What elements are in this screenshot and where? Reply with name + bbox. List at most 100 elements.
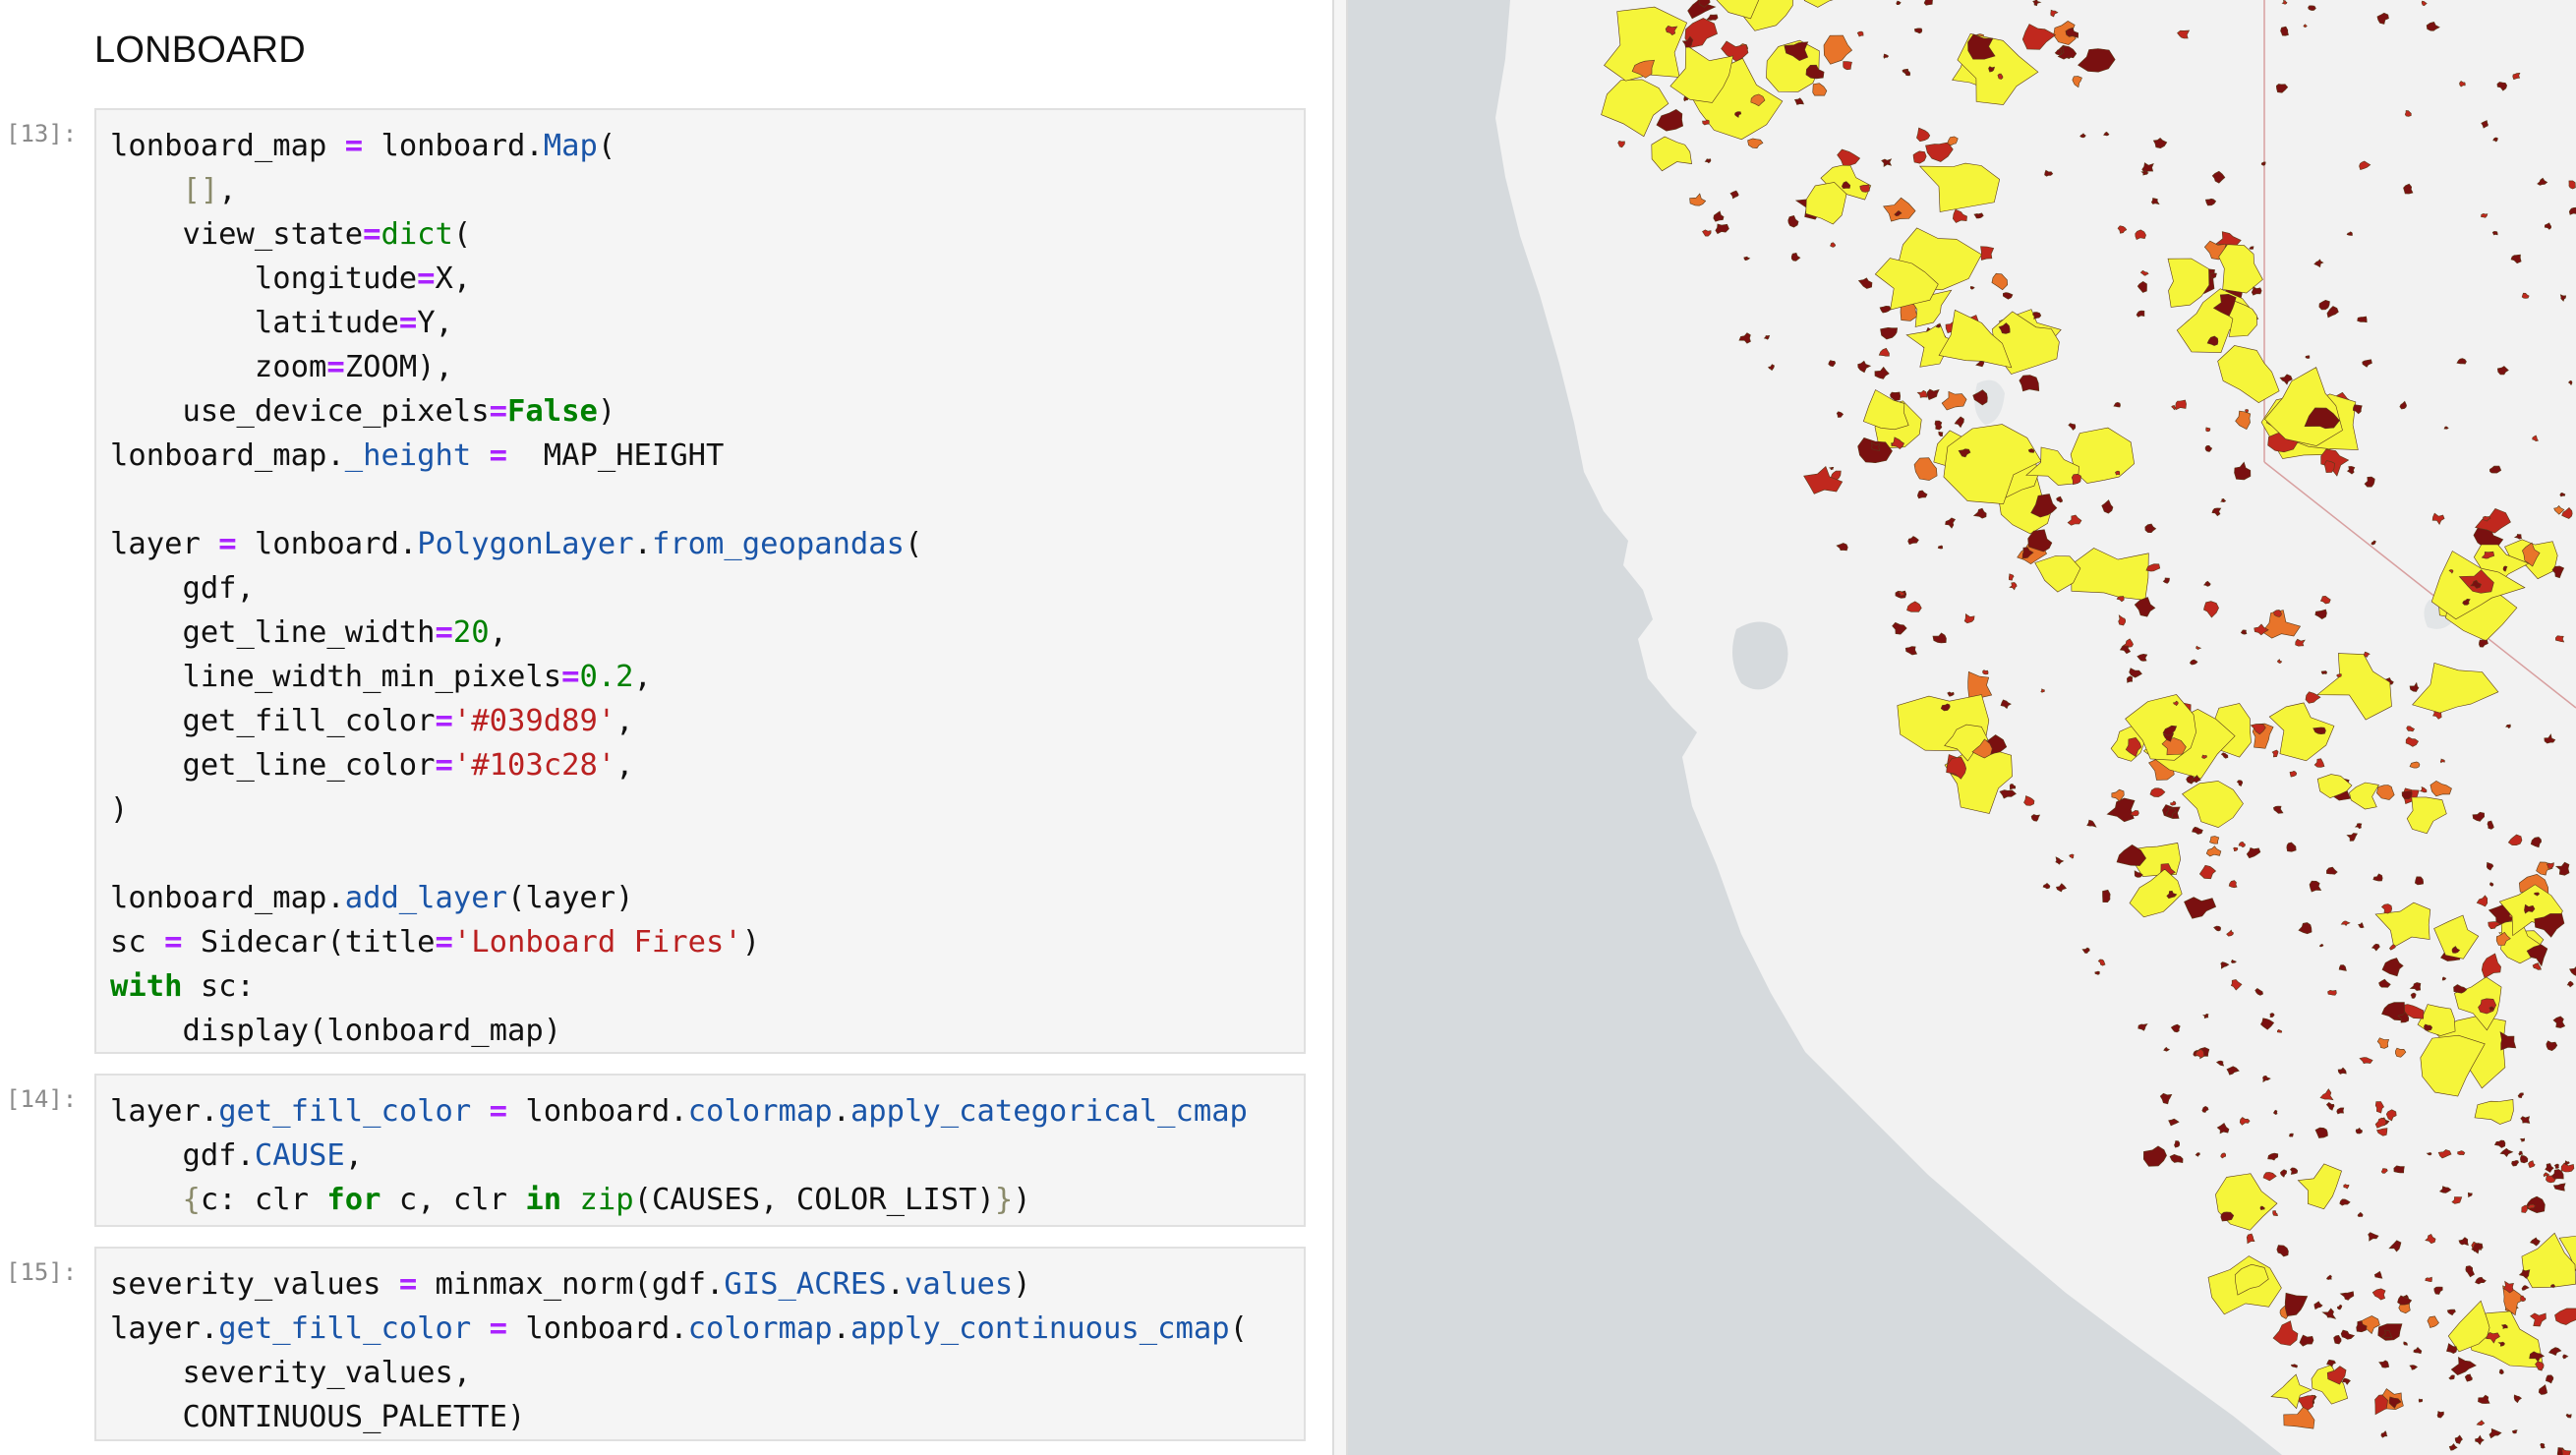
fire-polygon [2491, 231, 2498, 236]
fire-polygon [2419, 786, 2428, 793]
fire-polygon [1980, 246, 1995, 261]
sidecar-divider[interactable] [1332, 0, 1348, 1455]
fire-polygon [2521, 1285, 2530, 1291]
fire-polygon [2259, 1205, 2265, 1211]
fire-polygon [2481, 212, 2488, 218]
fire-polygon [2313, 758, 2325, 768]
fire-polygon [1923, 0, 1933, 6]
fire-polygon [2027, 529, 2053, 553]
fire-polygon [2116, 844, 2146, 866]
code-token: get_line_width [110, 615, 436, 650]
code-token: = [435, 748, 453, 783]
fire-polygon [2430, 780, 2452, 797]
fire-polygon [2126, 675, 2134, 683]
fire-polygon [1892, 621, 1907, 635]
code-line [110, 478, 1304, 522]
fire-polygon [2030, 814, 2041, 822]
fire-polygon [2230, 979, 2243, 991]
code-cell-14[interactable]: layer.get_fill_color = lonboard.colormap… [94, 1074, 1306, 1227]
code-editor[interactable]: layer.get_fill_color = lonboard.colormap… [96, 1076, 1304, 1222]
code-editor[interactable]: severity_values = minmax_norm(gdf.GIS_AC… [96, 1249, 1304, 1439]
fire-polygon [2376, 12, 2389, 25]
fire-polygon [2454, 1434, 2463, 1444]
fire-polygon [2170, 800, 2177, 806]
fire-polygon [2488, 921, 2501, 930]
fire-polygon [2260, 1018, 2275, 1030]
code-token: sc: [182, 969, 255, 1004]
map-canvas[interactable] [1348, 0, 2576, 1455]
fire-polygon [2397, 1295, 2413, 1306]
fire-polygon [2447, 1300, 2490, 1353]
fire-polygon [2451, 1196, 2463, 1204]
fire-polygon [2475, 508, 2511, 534]
fire-polygon [2381, 1329, 2393, 1339]
fire-polygon [2027, 448, 2035, 453]
code-token: = [435, 704, 453, 738]
code-token: gdf. [110, 1138, 255, 1173]
code-token: = [489, 1311, 508, 1346]
fire-polygon [2169, 1153, 2184, 1164]
code-cell-13[interactable]: lonboard_map = lonboard.Map( [], view_st… [94, 108, 1306, 1054]
code-line: lonboard_map = lonboard.Map( [110, 124, 1304, 168]
code-token: layer [110, 527, 219, 561]
fire-polygon [2453, 984, 2468, 994]
fire-polygon [2279, 374, 2293, 385]
fire-polygon [2032, 312, 2042, 320]
code-token: lonboard. [236, 527, 418, 561]
code-token: , [615, 704, 634, 738]
fire-polygon [2228, 880, 2238, 889]
code-editor[interactable]: lonboard_map = lonboard.Map( [], view_st… [96, 110, 1304, 1052]
code-token: = [326, 350, 345, 384]
fire-polygon [2534, 892, 2541, 897]
fire-polygon [2371, 943, 2380, 952]
fire-polygon [2424, 1023, 2433, 1031]
code-cell-15[interactable]: severity_values = minmax_norm(gdf.GIS_AC… [94, 1247, 1306, 1441]
code-token: ( [452, 217, 472, 252]
fire-polygon [2376, 785, 2395, 800]
fire-polygon [2457, 1150, 2466, 1156]
fire-polygon [1934, 420, 1943, 431]
fire-polygon [2251, 286, 2262, 296]
fire-polygon [2289, 1167, 2299, 1175]
fire-polygon [1862, 389, 1909, 431]
code-token: use_device_pixels [110, 394, 490, 429]
fire-polygon [2276, 1028, 2283, 1033]
fire-polygon [2078, 48, 2116, 73]
fire-polygon [2002, 292, 2014, 300]
fire-polygon [2336, 1304, 2343, 1310]
fire-polygon [2235, 410, 2252, 431]
fire-polygon [2540, 1442, 2546, 1449]
fire-polygon [2554, 861, 2570, 876]
fire-polygon [1790, 252, 1801, 262]
fire-polygon [2254, 623, 2269, 636]
fire-polygon [1937, 545, 1944, 550]
fire-polygon [2550, 1284, 2556, 1289]
code-token: ( [1229, 1311, 1248, 1346]
fire-polygon [2319, 595, 2331, 605]
code-token: (CAUSES, COLOR_LIST) [633, 1183, 995, 1217]
fire-polygon [2021, 24, 2057, 50]
fire-polygon [1945, 517, 1957, 529]
fire-polygon [1947, 691, 1955, 697]
fire-polygon [2529, 1351, 2546, 1363]
fire-polygon [2378, 978, 2391, 988]
fire-polygon [2272, 1210, 2278, 1217]
fire-polygon [2190, 775, 2201, 784]
fire-polygon [2512, 72, 2521, 81]
fire-polygon [2069, 853, 2075, 859]
fire-polygon [2314, 609, 2327, 619]
fire-polygon [2262, 1075, 2271, 1083]
fire-polygon [2562, 1354, 2569, 1360]
code-token: , [218, 173, 237, 207]
notebook-heading: LONBOARD [94, 29, 306, 71]
fire-polygon [1881, 158, 1893, 167]
code-token [110, 1183, 182, 1217]
notebook-panel: LONBOARD [13]: lonboard_map = lonboard.M… [6, 29, 1306, 1441]
fire-polygon [2532, 435, 2539, 442]
fire-polygon [2378, 1360, 2390, 1368]
fire-polygon [1879, 305, 1892, 314]
fire-polygon [2346, 466, 2356, 475]
lonboard-map[interactable] [1348, 0, 2576, 1455]
fire-polygon [2481, 953, 2501, 979]
fire-polygon [2522, 542, 2541, 567]
